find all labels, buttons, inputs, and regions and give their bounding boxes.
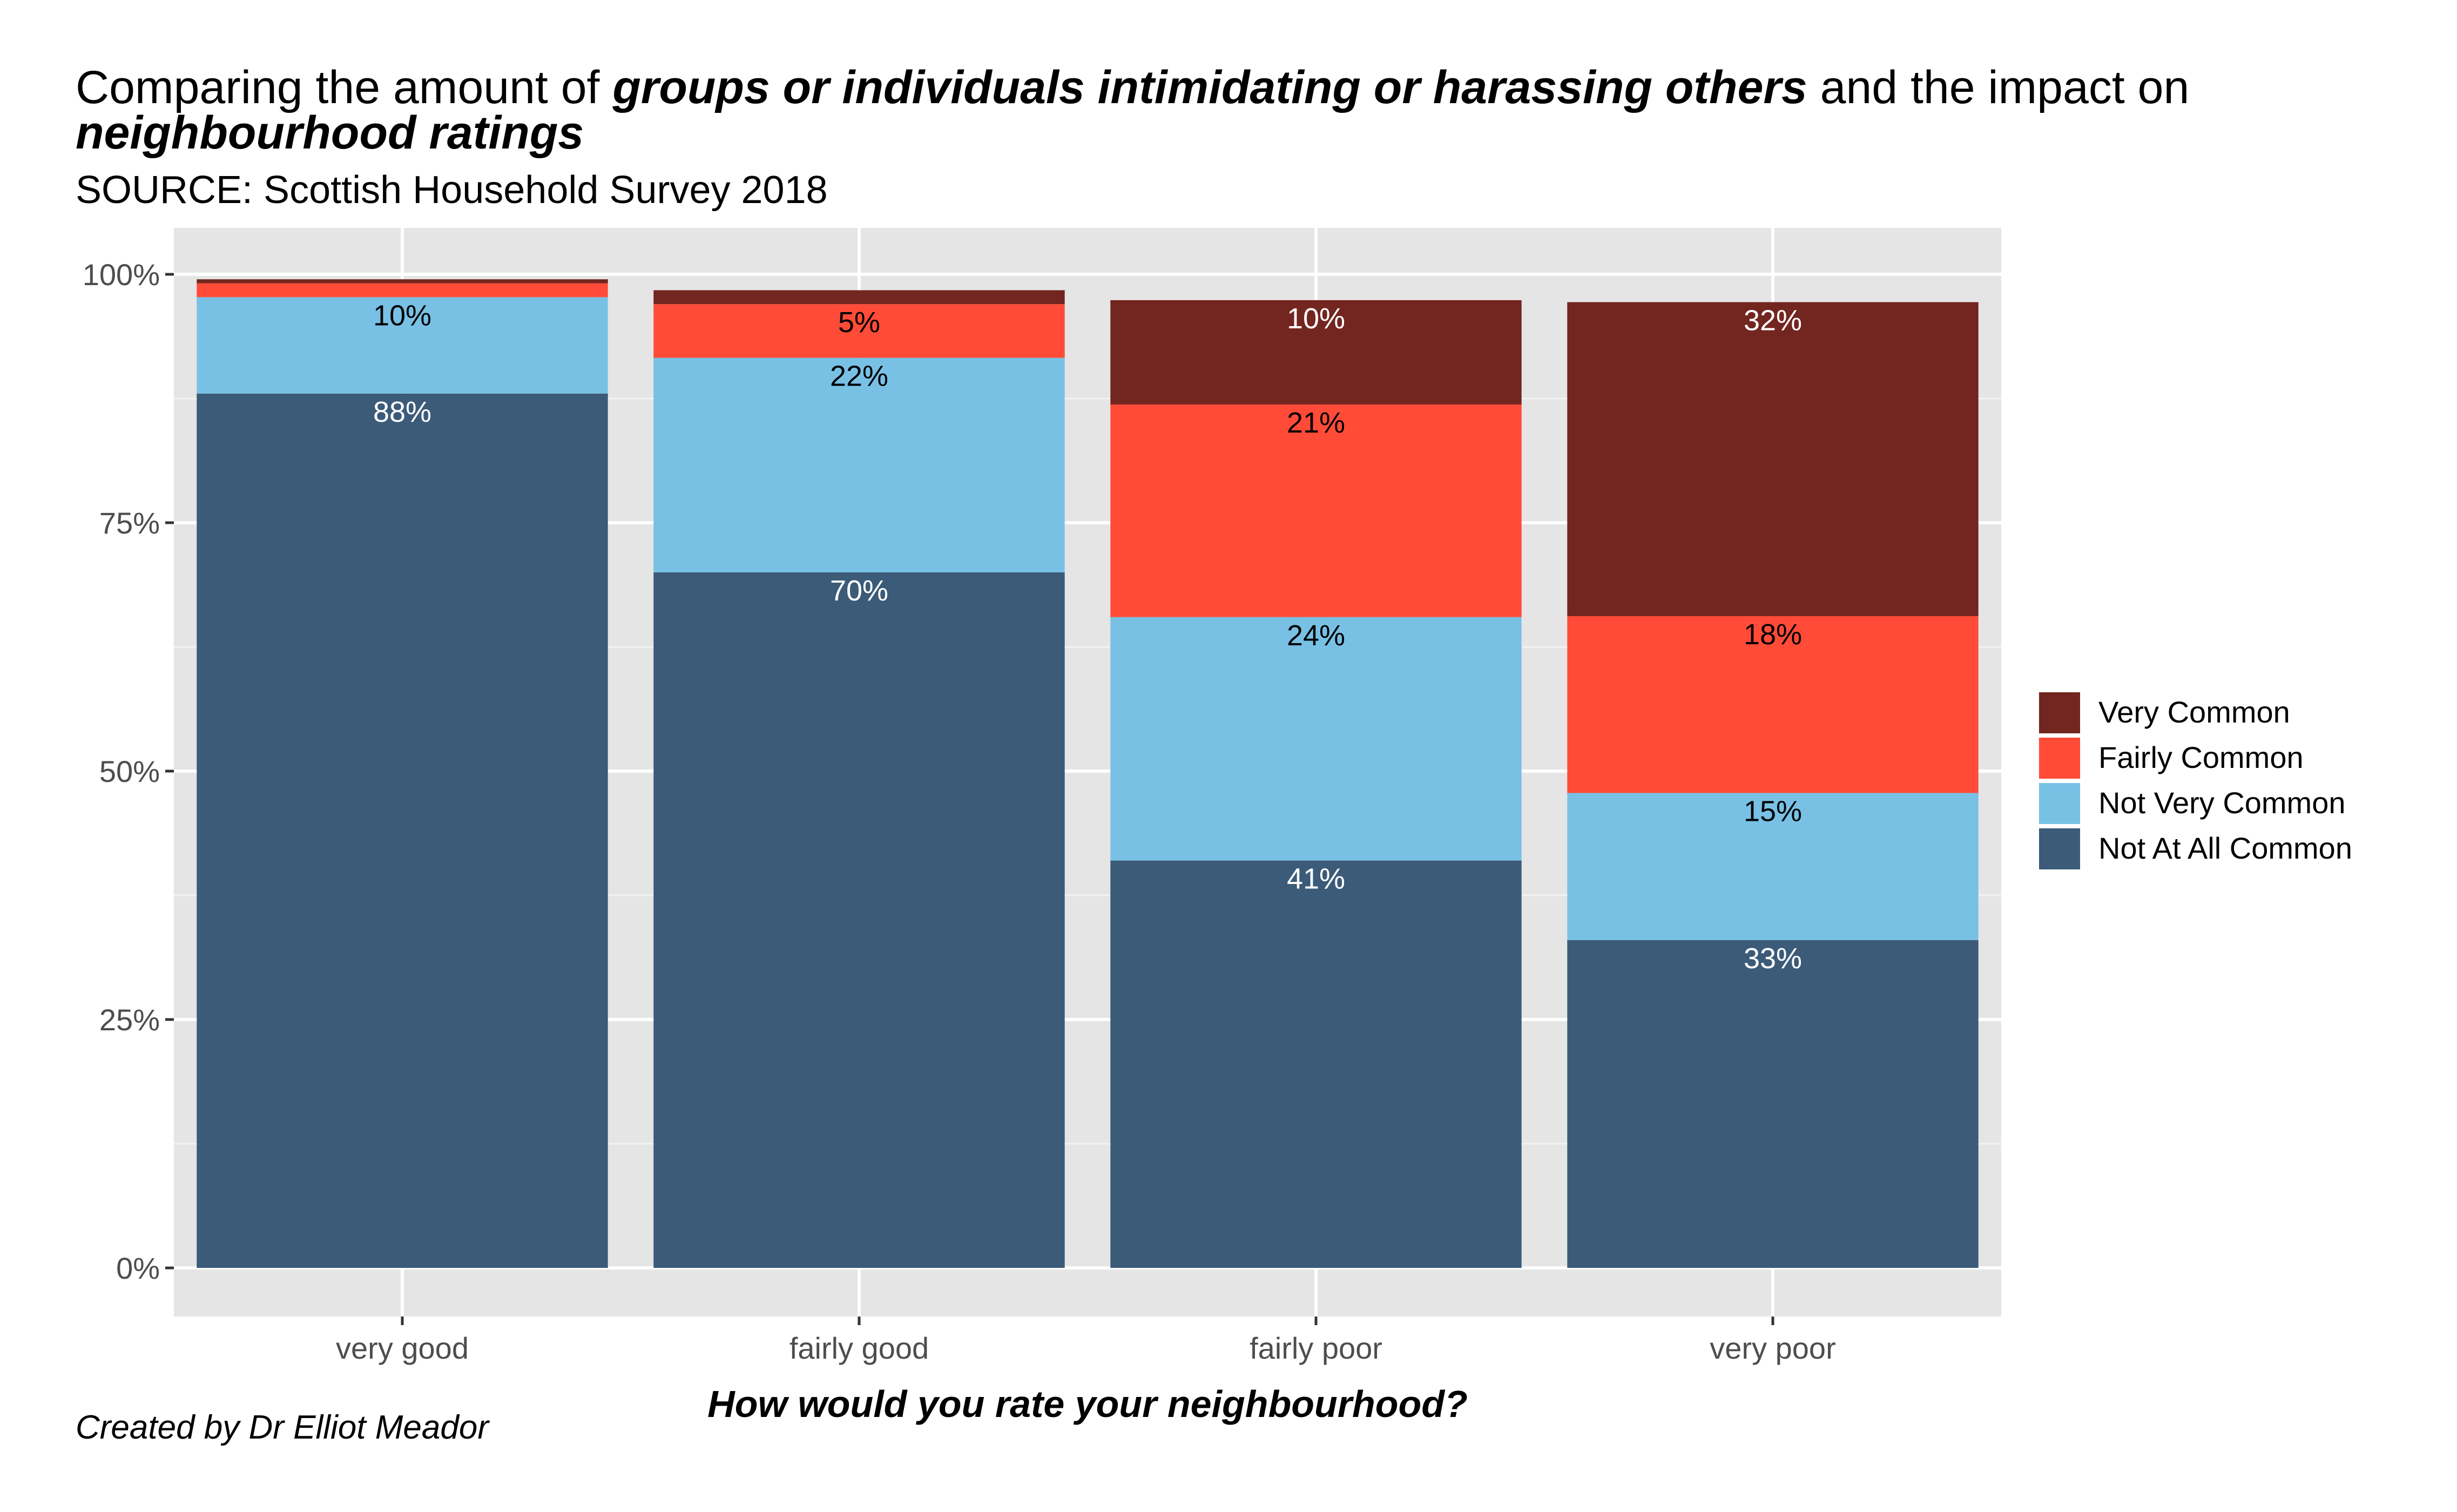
data-label: 32% <box>1744 305 1802 337</box>
bar-segment <box>1110 300 1522 405</box>
title-emphasis-1: groups or individuals intimidating or ha… <box>612 62 1807 113</box>
legend-label: Not At All Common <box>2098 831 2352 865</box>
y-tick-label: 50% <box>99 754 160 788</box>
chart-title: Comparing the amount of groups or indivi… <box>76 62 2236 159</box>
legend-label: Fairly Common <box>2098 740 2304 774</box>
data-label: 21% <box>1287 407 1345 439</box>
data-label: 24% <box>1287 619 1345 652</box>
legend-label: Not Very Common <box>2098 786 2346 820</box>
bar-segment <box>197 279 608 284</box>
bar-segment <box>197 283 608 298</box>
data-label: 22% <box>830 360 888 393</box>
bar-segment <box>1110 404 1522 617</box>
legend-key <box>2039 828 2080 869</box>
title-part-2: and the impact on <box>1807 62 2190 113</box>
data-label: 33% <box>1744 942 1802 975</box>
x-tick-label: fairly poor <box>1250 1331 1382 1365</box>
x-tick-label: very poor <box>1710 1331 1835 1365</box>
y-tick-label: 75% <box>99 506 160 540</box>
bar-segment <box>653 572 1065 1268</box>
y-tick-label: 0% <box>116 1251 160 1285</box>
bar-segment <box>1110 860 1522 1268</box>
x-tick-label: fairly good <box>789 1331 929 1365</box>
legend-key <box>2039 738 2080 779</box>
title-emphasis-2: neighbourhood ratings <box>76 107 584 159</box>
data-label: 10% <box>1287 302 1345 335</box>
y-tick-label: 100% <box>83 258 160 292</box>
data-label: 5% <box>838 306 880 339</box>
data-label: 70% <box>830 575 888 607</box>
bar-segment <box>1567 616 1979 793</box>
bar-segment <box>197 297 608 394</box>
y-tick-label: 25% <box>99 1003 160 1037</box>
bar-segment <box>1110 617 1522 861</box>
bar-segment <box>653 357 1065 572</box>
data-label: 88% <box>373 396 431 428</box>
title-part-1: Comparing the amount of <box>76 62 613 113</box>
data-label: 15% <box>1744 795 1802 827</box>
x-axis-title: How would you rate your neighbourhood? <box>707 1383 1468 1425</box>
bar-segment <box>653 304 1065 358</box>
x-tick-label: very good <box>336 1331 469 1365</box>
bar-segment <box>197 393 608 1268</box>
bar-segment <box>1567 940 1979 1268</box>
data-label: 10% <box>373 299 431 332</box>
legend-key <box>2039 783 2080 824</box>
chart-caption: Created by Dr Elliot Meador <box>76 1409 489 1446</box>
data-labels: 88% 10% 70% 22% 5% 41% 24% 21% 10% 33% 15% 18% 32% <box>373 299 1802 974</box>
legend-label: Very Common <box>2098 695 2290 729</box>
axes: 0% 25% 50% 75% 100% very good fairly good fairl… <box>83 258 1836 1425</box>
bar-segment <box>1567 302 1979 616</box>
legend-key <box>2039 692 2080 733</box>
data-label: 41% <box>1287 863 1345 895</box>
bar-segment <box>1567 793 1979 940</box>
data-label: 18% <box>1744 618 1802 651</box>
bar-segment <box>653 290 1065 305</box>
legend: Very Common Fairly Common Not Very Common N… <box>2039 692 2352 869</box>
chart-subtitle: SOURCE: Scottish Household Survey 2018 <box>76 168 828 212</box>
bars <box>197 279 1979 1268</box>
